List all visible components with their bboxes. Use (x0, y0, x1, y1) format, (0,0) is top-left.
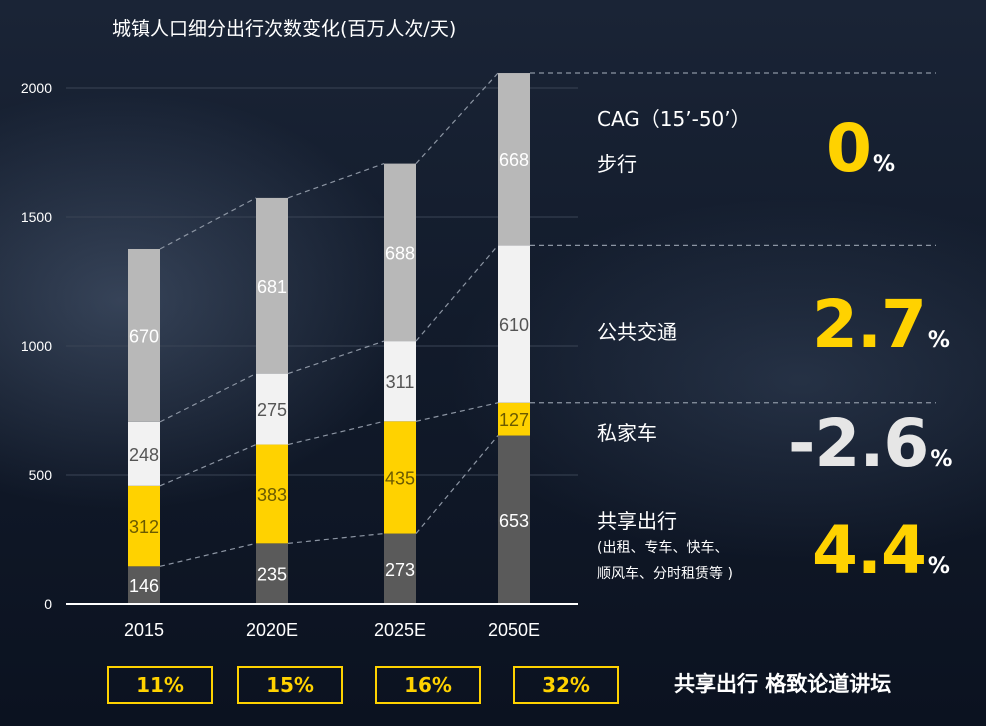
bar-2015-3 (128, 248, 160, 422)
data-label-2015-3: 670 (129, 326, 159, 346)
connector-1-0 (159, 444, 257, 487)
connector-3-2 (415, 72, 499, 164)
connector-2-2 (415, 244, 499, 342)
connector-1-2 (415, 402, 499, 422)
data-label-2025E-1: 435 (385, 468, 415, 488)
row-value-walk-unit: % (872, 152, 895, 177)
row-value-walk: 0% (826, 110, 895, 187)
bar-2050E-0 (498, 435, 530, 604)
data-label-2020E-3: 681 (257, 277, 287, 297)
data-label-2020E-1: 383 (257, 485, 287, 505)
share-box-2025: 16% (375, 666, 481, 704)
bar-2025E-1 (384, 421, 416, 534)
connector-2-0 (159, 373, 257, 423)
row-value-shared-unit: % (927, 554, 950, 579)
row-value-walk-num: 0 (826, 110, 872, 187)
row-label-public: 公共交通 (597, 320, 677, 344)
data-label-2050E-3: 668 (499, 150, 529, 170)
y-tick-label-0: 0 (44, 596, 52, 612)
data-label-2020E-2: 275 (257, 400, 287, 420)
bar-2050E-1 (498, 402, 530, 436)
y-tick-label-1000: 1000 (21, 338, 52, 354)
x-tick-label-2015: 2015 (124, 620, 164, 640)
x-tick-label-2025E: 2025E (374, 620, 426, 640)
row-value-private-unit: % (930, 447, 953, 472)
bar-2015-2 (128, 421, 160, 486)
row-value-private-num: -2.6 (788, 405, 929, 482)
data-label-2050E-1: 127 (499, 410, 529, 430)
bar-2015-1 (128, 485, 160, 567)
bar-2025E-3 (384, 163, 416, 342)
bar-2015-0 (128, 566, 160, 604)
row-label-shared: 共享出行 (597, 509, 677, 533)
row-value-private: -2.6% (788, 405, 952, 482)
data-label-2020E-0: 235 (257, 565, 287, 585)
row-value-public-unit: % (927, 328, 950, 353)
data-label-2050E-0: 653 (499, 511, 529, 531)
x-tick-label-2020E: 2020E (246, 620, 298, 640)
connector-0-0 (159, 542, 257, 567)
bar-2020E-3 (256, 197, 288, 374)
bar-2020E-2 (256, 373, 288, 445)
connector-0-2 (415, 435, 499, 534)
data-label-2025E-2: 311 (386, 372, 415, 392)
data-label-2015-2: 248 (129, 445, 159, 465)
y-tick-label-2000: 2000 (21, 80, 52, 96)
bar-2020E-1 (256, 444, 288, 544)
x-tick-label-2050E: 2050E (488, 620, 540, 640)
row-value-public-num: 2.7 (812, 286, 927, 363)
y-tick-label-500: 500 (29, 467, 53, 483)
bar-2025E-0 (384, 533, 416, 604)
share-box-2015: 11% (107, 666, 213, 704)
data-label-2025E-0: 273 (385, 560, 415, 580)
bar-2020E-0 (256, 543, 288, 604)
bar-2050E-2 (498, 245, 530, 403)
row-value-shared-num: 4.4 (812, 512, 927, 589)
row-sub-shared-1: (出租、专车、快车、 (597, 540, 729, 556)
connector-1-1 (287, 420, 385, 446)
data-label-2025E-3: 688 (385, 243, 415, 263)
share-box-2050: 32% (513, 666, 619, 704)
row-label-walk: 步行 (597, 152, 637, 176)
connector-3-1 (287, 163, 385, 199)
panel-header: CAG（15’-50’） (597, 107, 751, 131)
y-tick-label-1500: 1500 (21, 209, 52, 225)
row-value-public: 2.7% (812, 286, 950, 363)
connector-0-1 (287, 532, 385, 544)
connector-3-0 (159, 197, 257, 250)
watermark: 共享出行 格致论道讲坛 (674, 672, 892, 696)
data-label-2050E-2: 610 (499, 315, 529, 335)
chart-title: 城镇人口细分出行次数变化(百万人次/天) (112, 18, 457, 40)
row-sub-shared-2: 顺风车、分时租赁等 ) (597, 566, 733, 582)
bar-2025E-2 (384, 341, 416, 422)
row-value-shared: 4.4% (812, 512, 950, 589)
bar-2050E-3 (498, 73, 530, 246)
data-label-2015-0: 146 (129, 576, 159, 596)
share-box-2020: 15% (237, 666, 343, 704)
row-label-private: 私家车 (597, 421, 657, 445)
data-label-2015-1: 312 (129, 517, 159, 537)
connector-2-1 (287, 340, 385, 375)
